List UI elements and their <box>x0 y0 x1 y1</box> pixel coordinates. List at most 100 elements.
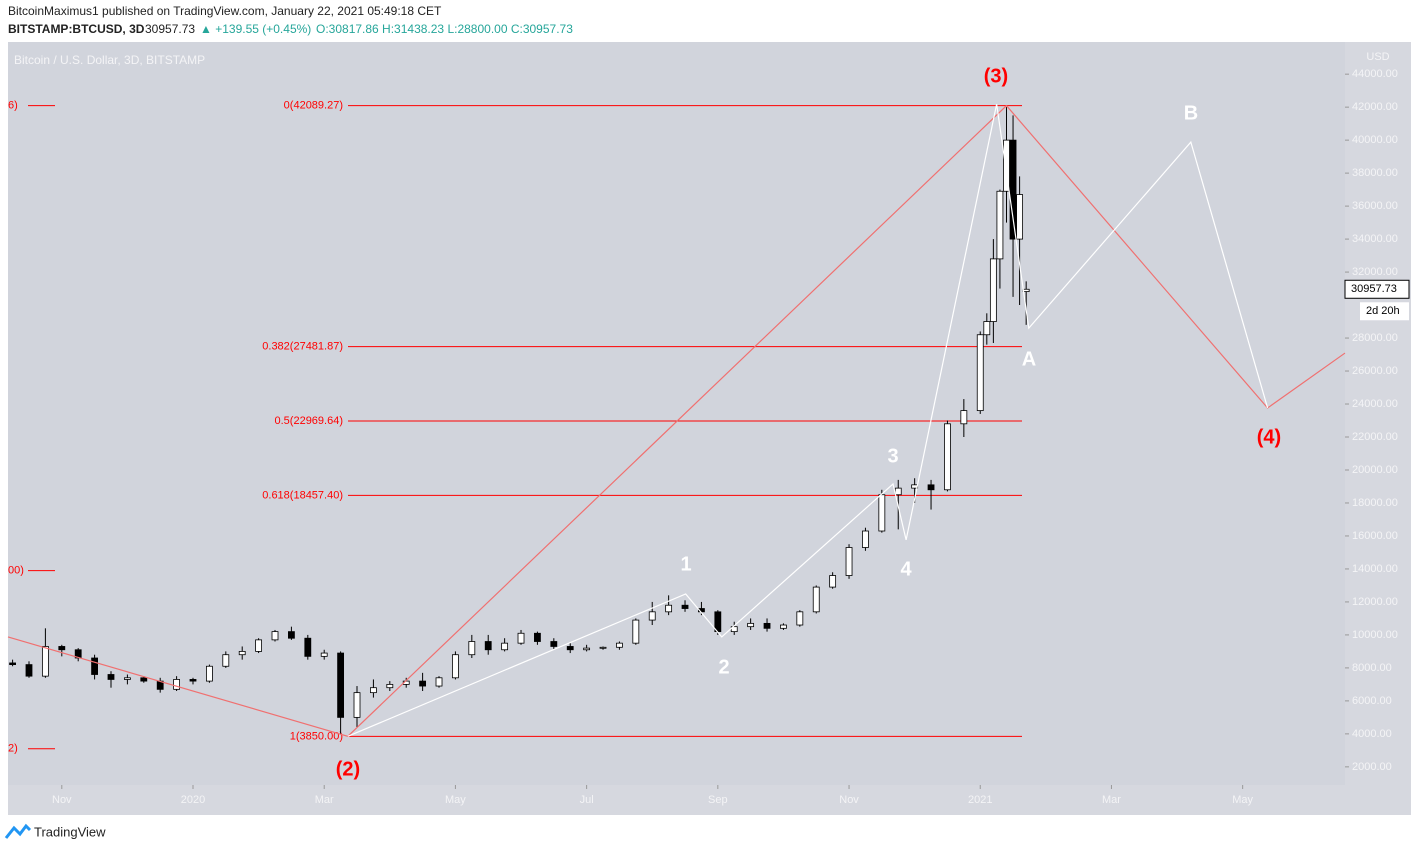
candle-body <box>435 677 443 687</box>
wave-label: 3 <box>887 445 898 467</box>
candle-body <box>1016 194 1024 240</box>
candle-body <box>632 619 640 644</box>
time-axis <box>8 785 1345 815</box>
candle-body <box>58 646 66 651</box>
candle-body <box>714 611 722 633</box>
candle-body <box>566 646 574 651</box>
candle-body <box>140 677 148 682</box>
candle-body <box>484 641 492 651</box>
y-tick-label: 24000.00 <box>1352 398 1398 410</box>
candle-body <box>320 652 328 657</box>
candle-body <box>1003 139 1010 192</box>
candle-body <box>583 647 591 651</box>
candle-body <box>107 674 115 680</box>
candle-body <box>501 642 509 651</box>
x-tick-label: Sep <box>708 794 728 806</box>
x-tick-label: May <box>445 794 466 806</box>
publish-line: BitcoinMaximus1 published on TradingView… <box>8 4 442 18</box>
x-tick-label: Mar <box>1102 794 1121 806</box>
candle-body <box>763 622 771 629</box>
y-tick-label: 8000.00 <box>1352 662 1392 674</box>
candle-body <box>452 654 459 679</box>
y-tick-label: 38000.00 <box>1352 167 1398 179</box>
y-tick-label: 28000.00 <box>1352 332 1398 344</box>
fib-label: 1(3850.00) <box>290 730 343 742</box>
candle-body <box>189 679 197 682</box>
candle-body <box>599 646 607 649</box>
candle-body <box>812 586 820 613</box>
wave-label: A <box>1022 348 1036 370</box>
candle-body <box>829 575 837 588</box>
change: ▲ +139.55 (+0.45%) <box>200 22 311 36</box>
wave-label: (3) <box>984 65 1008 87</box>
y-tick-label: 40000.00 <box>1352 134 1398 146</box>
candle-body <box>123 677 131 680</box>
chart-title: Bitcoin / U.S. Dollar, 3D, BITSTAMP <box>14 53 205 67</box>
y-tick-label: 6000.00 <box>1352 695 1392 707</box>
candle-body <box>41 646 49 677</box>
x-tick-label: Nov <box>52 794 72 806</box>
wave-line <box>7 104 1346 738</box>
ohlc: O:30817.86 H:31438.23 L:28800.00 C:30957… <box>316 22 573 36</box>
candle-body <box>878 494 886 532</box>
y-tick-label: 10000.00 <box>1352 629 1398 641</box>
fib-label: 0.5(22969.64) <box>275 415 344 427</box>
candle-body <box>616 642 623 648</box>
candle-body <box>747 622 755 628</box>
candle-body <box>271 631 279 641</box>
candle-body <box>996 190 1004 260</box>
candle-body <box>238 651 246 656</box>
candle-body <box>370 687 377 694</box>
candle-body <box>386 683 394 689</box>
y-tick-label: 44000.00 <box>1352 68 1398 80</box>
wave-label: 4 <box>900 558 912 580</box>
countdown: 2d 20h <box>1366 305 1400 317</box>
fib-label: 2) <box>8 743 18 755</box>
wave-label: (2) <box>336 758 360 780</box>
y-tick-label: 18000.00 <box>1352 497 1398 509</box>
y-tick-label: 4000.00 <box>1352 728 1392 740</box>
candle-body <box>353 692 361 718</box>
price-tag <box>1344 279 1410 299</box>
brand: TradingView <box>34 824 106 839</box>
candle-body <box>894 487 902 496</box>
y-tick-label: 20000.00 <box>1352 464 1398 476</box>
candle-body <box>419 680 427 687</box>
x-tick-label: 2021 <box>968 794 992 806</box>
candle-body <box>796 611 804 626</box>
candle-body <box>91 657 98 675</box>
countdown-tag <box>1360 302 1409 321</box>
candle-body <box>989 258 997 322</box>
wave-label: (4) <box>1257 426 1281 448</box>
wave-label: B <box>1184 102 1198 124</box>
x-tick-label: Jul <box>580 794 594 806</box>
last-price: 30957.73 <box>145 22 195 36</box>
candle-body <box>337 652 345 718</box>
candle-body <box>517 632 525 644</box>
y-tick-label: 36000.00 <box>1352 200 1398 212</box>
candle-body <box>288 631 295 639</box>
y-tick-label: 2000.00 <box>1352 761 1392 773</box>
plot-area <box>8 42 1345 785</box>
candle-body <box>206 665 213 682</box>
x-tick-label: Nov <box>839 794 859 806</box>
candle-body <box>534 632 541 642</box>
y-tick-label: 42000.00 <box>1352 101 1398 113</box>
y-tick-label: 34000.00 <box>1352 233 1398 245</box>
x-tick-label: 2020 <box>181 794 205 806</box>
candle-body <box>665 604 673 613</box>
y-tick-label: 22000.00 <box>1352 431 1398 443</box>
candle-body <box>550 641 558 647</box>
candle-body <box>681 604 689 609</box>
y-tick-label: 26000.00 <box>1352 365 1398 377</box>
wave-line <box>347 104 1269 737</box>
y-tick-label: 32000.00 <box>1352 266 1398 278</box>
candle-body <box>25 664 33 677</box>
candle-body <box>983 321 991 336</box>
candle-body <box>468 641 476 656</box>
candle-body <box>255 639 263 652</box>
logo <box>4 823 32 839</box>
y-axis-label: USD <box>1366 51 1389 63</box>
fib-label: 0(42089.27) <box>284 100 343 112</box>
